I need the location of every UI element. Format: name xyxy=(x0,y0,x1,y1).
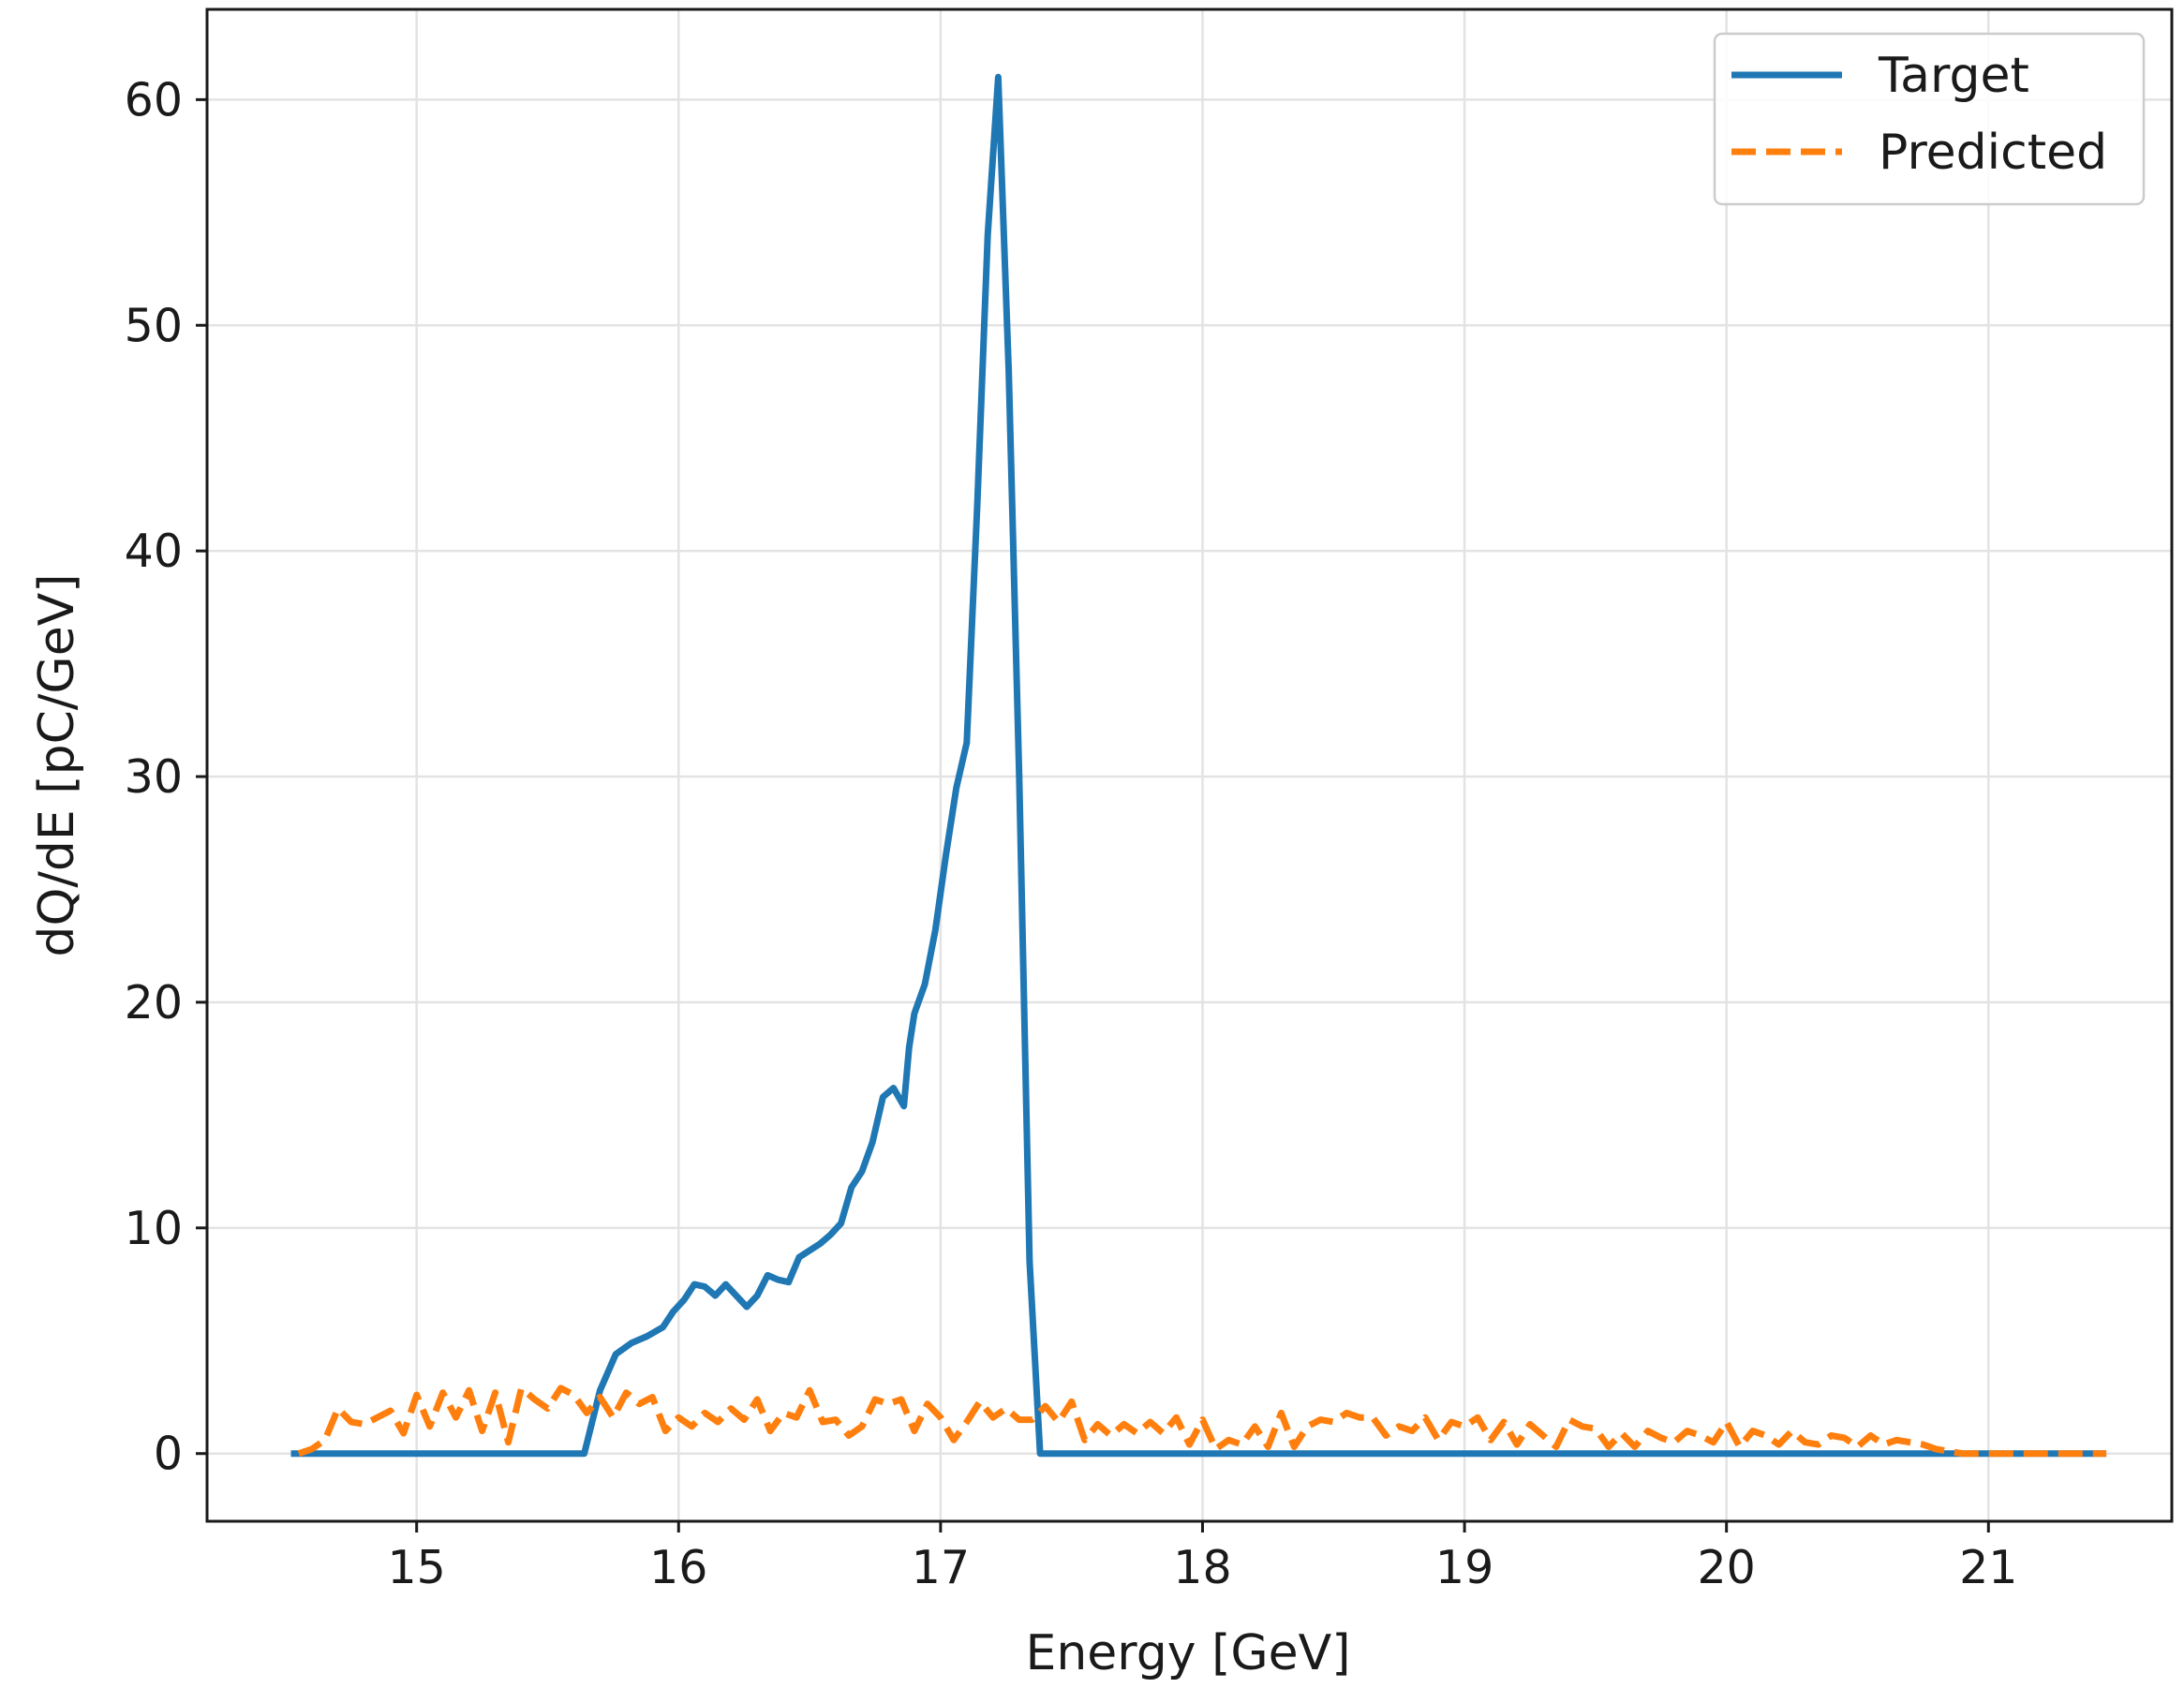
grid xyxy=(207,9,2172,1521)
legend-label-predicted: Predicted xyxy=(1879,125,2107,181)
y-tick-label: 50 xyxy=(125,299,183,352)
x-tick-label: 16 xyxy=(649,1541,707,1594)
y-tick-label: 20 xyxy=(125,976,183,1029)
x-tick-label: 20 xyxy=(1698,1541,1756,1594)
axis-ticks: 15 16 17 18 19 20 21 0 10 20 30 40 50 60 xyxy=(125,73,2018,1594)
x-tick-label: 15 xyxy=(388,1541,446,1594)
x-tick-label: 21 xyxy=(1959,1541,2017,1594)
legend: Target Predicted xyxy=(1713,32,2146,206)
plot-area-frame xyxy=(205,7,2174,1523)
series-line-predicted xyxy=(297,1384,2107,1458)
x-tick-label: 17 xyxy=(912,1541,970,1594)
x-axis-label: Energy [GeV] xyxy=(1025,1625,1350,1681)
series-line-target xyxy=(290,73,2107,1458)
y-axis-label: dQ/dE [pC/GeV] xyxy=(29,573,85,956)
y-tick-label: 30 xyxy=(125,750,183,804)
legend-label-target: Target xyxy=(1878,48,2029,104)
y-tick-label: 10 xyxy=(125,1202,183,1255)
x-tick-label: 19 xyxy=(1435,1541,1493,1594)
y-tick-label: 0 xyxy=(154,1428,183,1481)
x-tick-label: 18 xyxy=(1173,1541,1231,1594)
y-tick-label: 40 xyxy=(125,525,183,578)
plot-lines xyxy=(290,73,2107,1458)
y-tick-label: 60 xyxy=(125,73,183,126)
